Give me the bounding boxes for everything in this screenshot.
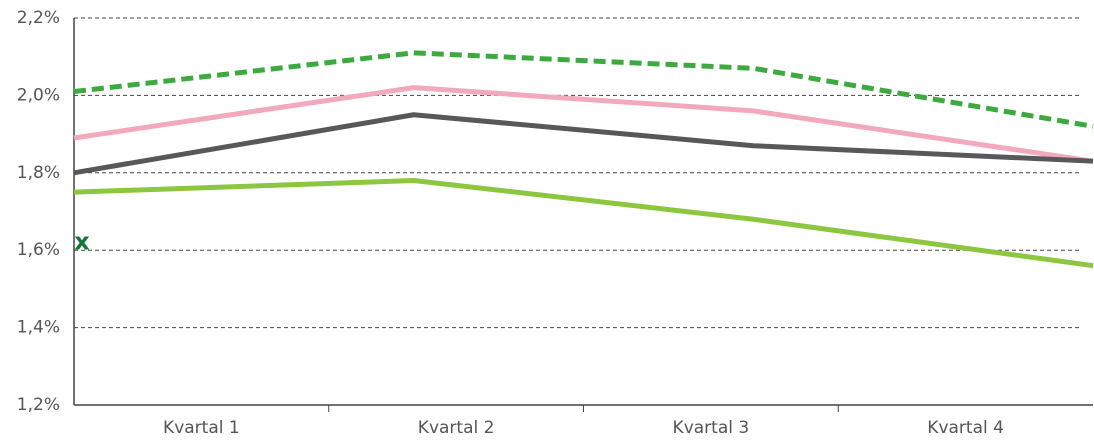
y-tick-label: 1,6% — [17, 240, 60, 260]
x-tick-label: Kvartal 1 — [163, 418, 240, 438]
series-line — [73, 50, 1094, 129]
y-tick-label: 1,8% — [17, 163, 60, 183]
y-tick-label: 2,2% — [17, 8, 60, 28]
x-tick-label: Kvartal 4 — [927, 418, 1004, 438]
y-tick-label: 1,2% — [17, 395, 60, 415]
series-line — [73, 112, 1094, 176]
y-tick-label: 2,0% — [17, 85, 60, 105]
series-line — [73, 178, 1094, 269]
x-tick-label: Kvartal 3 — [673, 418, 750, 438]
series-line — [73, 85, 1094, 164]
y-tick-label: 1,4% — [17, 318, 60, 338]
x-tick-label: Kvartal 2 — [418, 418, 495, 438]
annotation: x — [74, 227, 90, 255]
